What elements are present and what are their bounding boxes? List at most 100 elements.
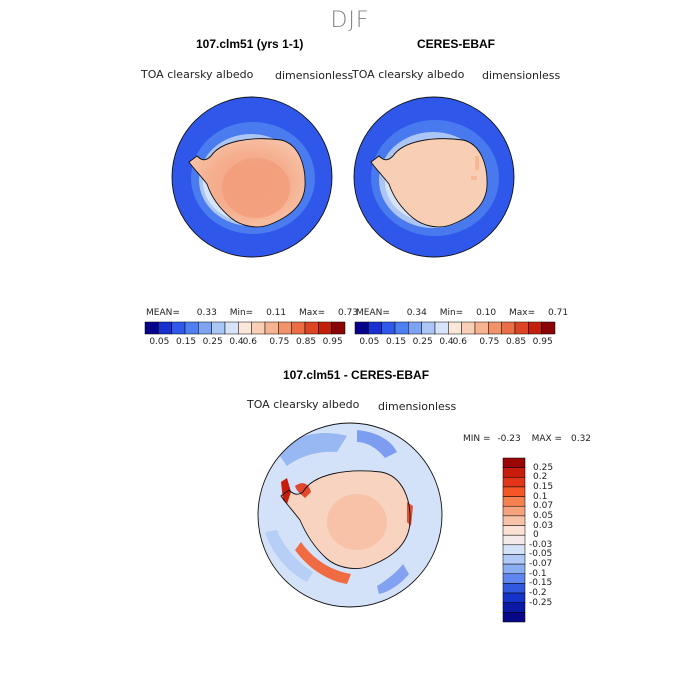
colorbar-swatch <box>278 321 292 335</box>
colorbar-swatch <box>502 467 526 478</box>
colorbar-swatch <box>421 321 436 335</box>
colorbar-swatch <box>502 496 526 507</box>
diff-max-label: MAX = <box>531 434 563 444</box>
colorbar-swatch <box>461 321 476 335</box>
colorbar-diff-label: 0.05 <box>533 510 554 521</box>
stat-max-label: Max= <box>299 308 326 318</box>
colorbar-swatch <box>502 602 526 613</box>
stat-mean-label: MEAN= <box>356 308 390 318</box>
stat-max-value: 0.71 <box>548 308 569 318</box>
colorbar-swatch <box>291 321 306 335</box>
stat-mean-value: 0.34 <box>406 308 427 318</box>
panel-left-title: 107.clm51 (yrs 1-1) <box>196 37 304 51</box>
colorbar-swatch <box>434 321 449 335</box>
diff-variable: TOA clearsky albedo <box>247 398 360 411</box>
colorbar-tick-label: 0.05 <box>149 337 170 347</box>
colorbar-swatch <box>488 321 502 335</box>
colorbar-swatch <box>514 321 529 335</box>
colorbar-tick-label: 0.6 <box>452 337 467 347</box>
colorbar-tick-label: 0.05 <box>359 337 380 347</box>
colorbar-diff-label: 0 <box>533 530 539 541</box>
colorbar-swatch <box>331 321 346 335</box>
colorbar-diff <box>502 457 526 623</box>
colorbar-swatch <box>224 321 239 335</box>
colorbar-swatch <box>354 321 369 335</box>
colorbar-swatch <box>502 534 526 546</box>
colorbar-swatch <box>318 321 332 335</box>
stat-min-value: 0.10 <box>476 308 497 318</box>
colorbar-tick-label: 0.95 <box>322 337 343 347</box>
diff-max-value: 0.32 <box>570 434 592 444</box>
colorbar-diff-label: -0.1 <box>529 568 547 579</box>
colorbar-swatch <box>304 321 319 335</box>
stat-mean-value: 0.33 <box>196 308 217 318</box>
colorbar-swatch <box>502 554 526 565</box>
colorbar-left-ticks: 0.05 0.15 0.25 0.4 0.6 0.75 0.85 0.95 <box>145 337 345 349</box>
panel-right-variable: TOA clearsky albedo <box>352 68 465 81</box>
colorbar-diff-label: 0.1 <box>533 491 548 502</box>
colorbar-swatch <box>502 544 526 555</box>
panel-left-stats: MEAN= 0.33 Min= 0.11 Max= 0.73 <box>146 308 358 318</box>
stat-min-label: Min= <box>229 308 254 318</box>
colorbar-swatch <box>238 321 252 335</box>
colorbar-swatch <box>502 525 526 536</box>
stat-min-value: 0.11 <box>266 308 287 318</box>
colorbar-diff-label: 0.07 <box>533 501 554 512</box>
colorbar-diff-label: 0.2 <box>533 472 548 483</box>
colorbar-swatch <box>502 515 526 526</box>
colorbar-diff-label: 0.15 <box>533 481 554 492</box>
colorbar-diff-label: -0.2 <box>529 588 547 599</box>
colorbar-diff-label: -0.07 <box>529 559 553 570</box>
colorbar-swatch <box>502 563 526 575</box>
colorbar-swatch <box>502 457 526 468</box>
diff-min-value: -0.23 <box>497 434 521 444</box>
season-title: DJF <box>330 8 370 33</box>
map-right <box>353 96 515 258</box>
colorbar-diff-label: 0.03 <box>533 520 554 531</box>
colorbar-swatch <box>184 321 199 335</box>
panel-left-variable: TOA clearsky albedo <box>141 68 254 81</box>
diff-min-label: MIN = <box>463 434 491 444</box>
colorbar-diff-label: -0.05 <box>529 549 553 560</box>
colorbar-swatch <box>448 321 462 335</box>
colorbar-diff-label: 0.25 <box>533 462 554 473</box>
colorbar-swatch <box>502 477 526 488</box>
colorbar-swatch <box>408 321 422 335</box>
colorbar-swatch <box>158 321 172 335</box>
stat-max-value: 0.73 <box>338 308 359 318</box>
colorbar-swatch <box>541 321 556 335</box>
colorbar-swatch <box>502 573 526 584</box>
colorbar-tick-label: 0.4 <box>229 337 244 347</box>
colorbar-swatch <box>264 321 279 335</box>
colorbar-swatch <box>502 505 526 517</box>
panel-right-units: dimensionless <box>482 69 561 82</box>
colorbar-tick-label: 0.4 <box>439 337 454 347</box>
colorbar-swatch <box>474 321 489 335</box>
colorbar-tick-label: 0.85 <box>296 337 317 347</box>
colorbar-tick-label: 0.25 <box>412 337 433 347</box>
colorbar-diff-label: -0.03 <box>529 539 553 550</box>
colorbar-swatch <box>528 321 542 335</box>
colorbar-swatch <box>502 486 526 497</box>
stat-mean-label: MEAN= <box>146 308 180 318</box>
colorbar-right-ticks: 0.05 0.15 0.25 0.4 0.6 0.75 0.85 0.95 <box>355 337 555 349</box>
colorbar-swatch <box>251 321 266 335</box>
colorbar-diff-label: -0.25 <box>529 597 553 608</box>
colorbar-swatch <box>502 592 526 603</box>
colorbar-swatch <box>394 321 409 335</box>
colorbar-tick-label: 0.15 <box>176 337 197 347</box>
colorbar-diff-label: -0.15 <box>529 578 553 589</box>
colorbar-right <box>354 321 556 335</box>
colorbar-swatch <box>381 321 396 335</box>
colorbar-tick-label: 0.25 <box>202 337 223 347</box>
colorbar-swatch <box>501 321 516 335</box>
diff-title: 107.clm51 - CERES-EBAF <box>283 368 430 382</box>
map-left <box>171 96 333 258</box>
colorbar-swatch <box>198 321 212 335</box>
panel-right-title: CERES-EBAF <box>417 37 496 51</box>
colorbar-tick-label: 0.75 <box>269 337 290 347</box>
colorbar-swatch <box>144 321 159 335</box>
colorbar-tick-label: 0.95 <box>532 337 553 347</box>
colorbar-swatch <box>368 321 382 335</box>
map-diff <box>257 422 443 608</box>
